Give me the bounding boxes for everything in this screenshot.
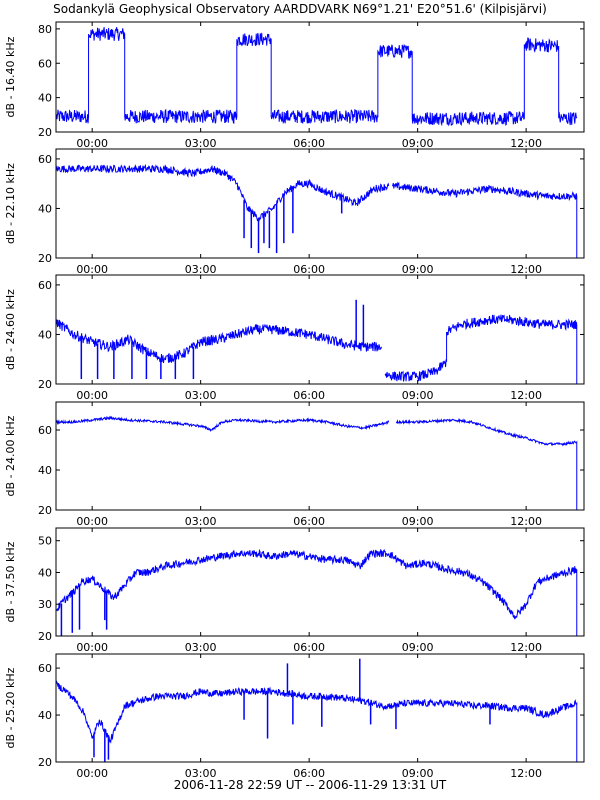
x-tick-label: 00:00 [76,515,108,528]
trace-group [56,163,578,258]
plot-frame [55,527,585,637]
x-tick-label: 03:00 [185,389,217,402]
y-axis-label: dB - 16.40 kHz [4,36,17,117]
x-tick-label: 09:00 [402,263,434,276]
x-tick-label: 09:00 [402,641,434,654]
trace-group [56,658,578,762]
y-tick-label: 20 [38,252,52,265]
y-tick-label: 40 [38,566,52,579]
x-tick-label: 09:00 [402,767,434,780]
plot-frame [55,148,585,259]
trace-series-1-segment-2 [395,417,578,510]
plot-frame [55,653,585,763]
y-axis-label: dB - 24.60 kHz [4,289,17,370]
page-title: Sodankylä Geophysical Observatory AARDDV… [53,2,547,16]
trace-series-1-segment-1 [56,548,578,636]
chart-panel-2: 20 40 60 00:00 03:00 06:00 09:00 12:00 dB - 22.1… [4,148,585,276]
chart-panel-3: 20 40 60 00:00 03:00 06:00 09:00 12:00 dB - 24.6… [4,274,585,402]
y-tick-label: 40 [38,202,52,215]
trace-series-1-segment-1 [56,679,578,762]
x-tick-label: 09:00 [402,515,434,528]
x-tick-label: 00:00 [76,263,108,276]
y-tick-label: 40 [38,328,52,341]
chart-panel-6: 20 40 60 00:00 03:00 06:00 09:00 12:00 dB - 25.2… [4,653,585,780]
chart-panel-4: 20 40 60 00:00 03:00 06:00 09:00 12:00 dB - 24.0… [4,401,585,528]
x-tick-label: 06:00 [293,137,325,150]
x-tick-label: 09:00 [402,389,434,402]
plot-frame [55,21,585,133]
y-tick-label: 20 [38,630,52,643]
trace-series-1-segment-1 [56,415,390,432]
y-tick-label: 20 [38,504,52,517]
y-axis-label: dB - 25.20 kHz [4,667,17,748]
x-tick-label: 06:00 [293,389,325,402]
trace-series-1-segment-1 [56,163,390,222]
x-tick-label: 00:00 [76,641,108,654]
x-tick-label: 06:00 [293,641,325,654]
y-axis-label: dB - 22.10 kHz [4,163,17,244]
x-tick-label: 03:00 [185,137,217,150]
y-tick-label: 40 [38,464,52,477]
x-tick-label: 12:00 [510,263,542,276]
y-tick-label: 40 [38,92,52,105]
trace-group [56,415,578,510]
plot-frame [55,274,585,385]
trace-group [56,299,578,384]
y-tick-label: 20 [38,756,52,769]
trace-group [56,27,578,127]
y-tick-label: 50 [38,535,52,548]
y-axis-label: dB - 24.00 kHz [4,415,17,496]
y-tick-label: 60 [38,424,52,437]
trace-series-1-segment-1 [56,27,578,127]
y-tick-label: 20 [38,378,52,391]
x-tick-label: 06:00 [293,515,325,528]
x-tick-label: 12:00 [510,515,542,528]
y-tick-label: 20 [38,126,52,139]
x-tick-label: 03:00 [185,641,217,654]
chart-panel-5: 20 30 40 50 00:00 03:00 06:00 09:00 12:00 dB - 37… [4,527,585,654]
x-tick-label: 12:00 [510,767,542,780]
x-tick-label: 06:00 [293,767,325,780]
y-tick-label: 60 [38,57,52,70]
y-tick-label: 80 [38,23,52,36]
x-tick-label: 12:00 [510,641,542,654]
trace-series-1-segment-1 [56,319,382,364]
trace-series-1-segment-2 [391,181,578,258]
y-tick-label: 60 [38,153,52,166]
plot-frame [55,401,585,511]
y-axis-label: dB - 37.50 kHz [4,541,17,622]
y-tick-label: 60 [38,662,52,675]
x-tick-label: 12:00 [510,389,542,402]
x-tick-label: 03:00 [185,263,217,276]
x-tick-label: 12:00 [510,137,542,150]
trace-group [56,548,578,636]
x-tick-label: 03:00 [185,767,217,780]
x-tick-label: 00:00 [76,767,108,780]
time-range-footer: 2006-11-28 22:59 UT -- 2006-11-29 13:31 … [173,778,447,792]
x-tick-label: 00:00 [76,389,108,402]
y-tick-label: 60 [38,279,52,292]
y-tick-label: 30 [38,598,52,611]
x-tick-label: 00:00 [76,137,108,150]
trace-series-1-segment-2 [384,314,578,384]
y-tick-label: 40 [38,709,52,722]
x-tick-label: 06:00 [293,263,325,276]
chart-panel-1: 20 40 60 80 00:00 03:00 06:00 09:00 12:00 dB - 16… [4,21,585,150]
x-tick-label: 03:00 [185,515,217,528]
x-tick-label: 09:00 [402,137,434,150]
